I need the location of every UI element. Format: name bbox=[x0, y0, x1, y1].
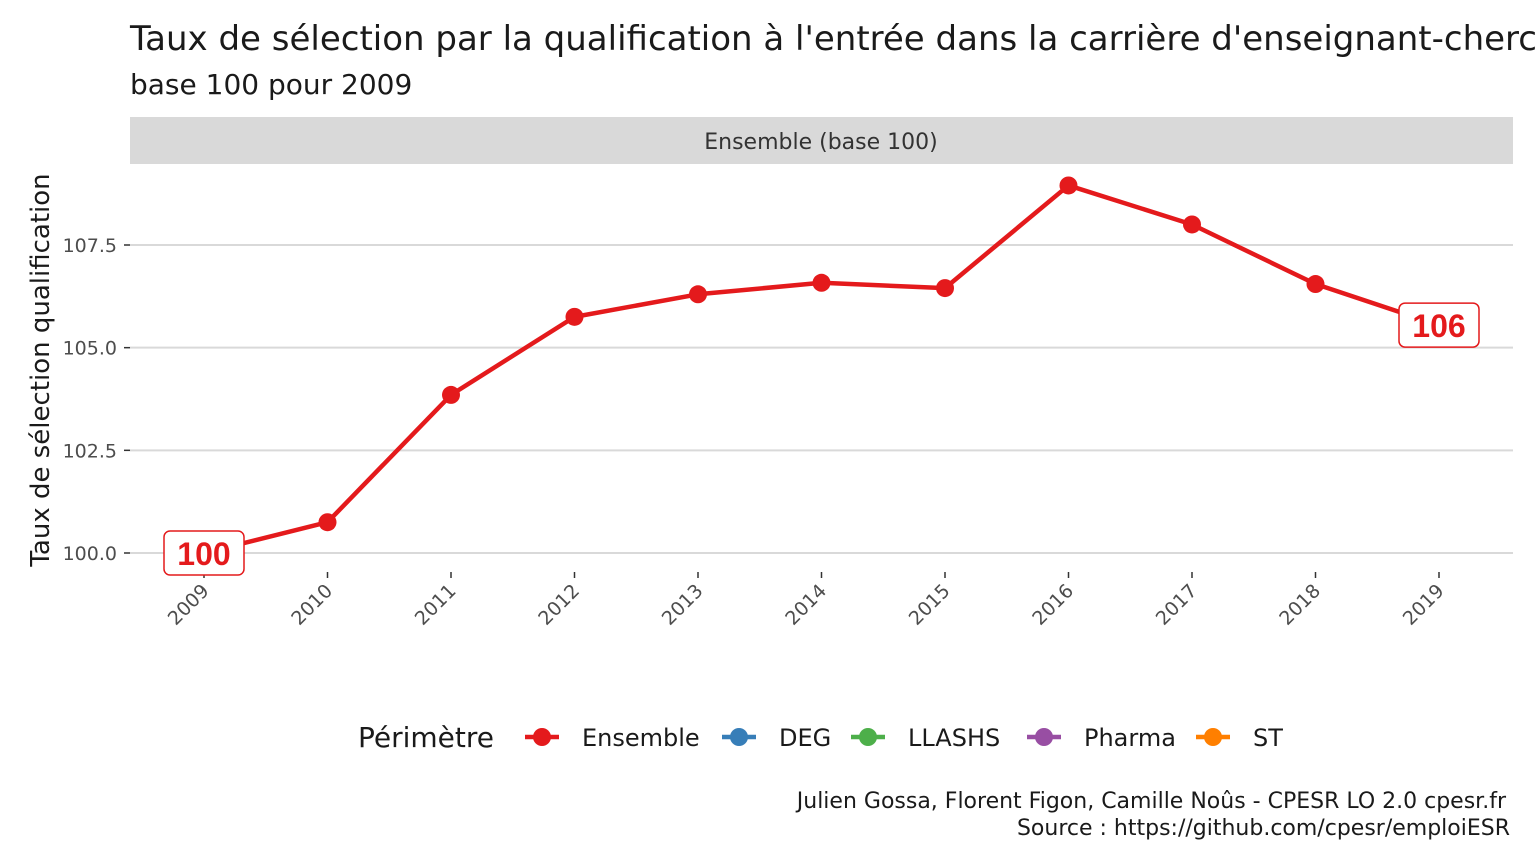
y-tick-label: 105.0 bbox=[63, 338, 117, 360]
legend-label: Pharma bbox=[1084, 724, 1176, 752]
x-tick-label: 2015 bbox=[905, 580, 955, 630]
x-tick-label: 2010 bbox=[287, 580, 337, 630]
facet-strip bbox=[130, 117, 1513, 164]
caption-source: Source : https://github.com/cpesr/emploi… bbox=[1017, 816, 1510, 841]
x-tick-label: 2017 bbox=[1152, 580, 1202, 630]
chart-title: Taux de sélection par la qualification à… bbox=[129, 19, 1536, 59]
x-tick-label: 2019 bbox=[1399, 580, 1449, 630]
chart-subtitle: base 100 pour 2009 bbox=[130, 68, 412, 101]
y-tick-label: 100.0 bbox=[63, 543, 117, 565]
data-point bbox=[318, 513, 337, 532]
data-point bbox=[689, 285, 707, 304]
legend-label: Ensemble bbox=[582, 724, 700, 752]
x-tick-label: 2009 bbox=[164, 580, 214, 630]
series-ensemble bbox=[195, 176, 1448, 562]
legend-key-point bbox=[730, 728, 748, 746]
y-tick-label: 107.5 bbox=[63, 235, 117, 257]
legend: Périmètre Ensemble DEG LLASHS Pharma ST bbox=[358, 721, 1283, 754]
y-axis-ticks: 100.0 102.5 105.0 107.5 bbox=[63, 235, 130, 565]
gridlines bbox=[130, 244, 1513, 554]
series-line bbox=[203, 183, 1440, 556]
end-label-text: 106 bbox=[1412, 308, 1465, 344]
data-point bbox=[936, 279, 954, 298]
legend-key-point bbox=[1204, 728, 1222, 746]
legend-label: DEG bbox=[779, 724, 831, 752]
end-label-box bbox=[163, 530, 245, 576]
x-tick-label: 2013 bbox=[658, 580, 708, 630]
x-tick-label: 2012 bbox=[534, 580, 584, 630]
end-label-text: 100 bbox=[177, 536, 230, 572]
legend-key-point bbox=[859, 728, 877, 746]
data-point bbox=[565, 307, 584, 326]
y-axis-title: Taux de sélection qualification bbox=[26, 173, 56, 567]
data-point bbox=[1059, 176, 1078, 195]
x-tick-label: 2016 bbox=[1028, 580, 1078, 630]
legend-label: ST bbox=[1253, 724, 1283, 752]
data-point bbox=[812, 273, 831, 292]
legend-key-point bbox=[1035, 728, 1053, 746]
legend-key-point bbox=[533, 728, 551, 746]
caption-authors: Julien Gossa, Florent Figon, Camille Noû… bbox=[795, 789, 1507, 814]
legend-title: Périmètre bbox=[358, 721, 494, 754]
x-tick-label: 2018 bbox=[1275, 580, 1325, 630]
facet-strip-label: Ensemble (base 100) bbox=[704, 130, 937, 155]
x-tick-label: 2014 bbox=[781, 580, 831, 630]
end-label-box bbox=[1398, 302, 1480, 348]
data-point bbox=[1183, 215, 1201, 234]
data-point bbox=[442, 385, 460, 404]
x-axis-ticks: 2009 2010 2011 2012 2013 2014 2015 2016 2017 2018… bbox=[164, 572, 1449, 630]
x-tick-label: 2011 bbox=[411, 580, 461, 630]
end-labels: 100 106 bbox=[163, 302, 1480, 576]
legend-label: LLASHS bbox=[908, 724, 1000, 752]
y-tick-label: 102.5 bbox=[63, 440, 117, 462]
data-point bbox=[1306, 275, 1325, 294]
